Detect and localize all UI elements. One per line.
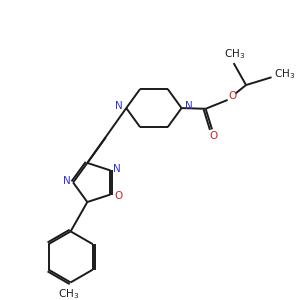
Text: N: N — [113, 164, 121, 174]
Text: O: O — [114, 191, 122, 201]
Text: CH$_3$: CH$_3$ — [58, 287, 80, 300]
Text: N: N — [115, 101, 122, 111]
Text: N: N — [185, 101, 193, 111]
Text: O: O — [209, 131, 217, 141]
Text: CH$_3$: CH$_3$ — [274, 68, 296, 81]
Text: N: N — [62, 176, 70, 186]
Text: O: O — [228, 92, 237, 101]
Text: CH$_3$: CH$_3$ — [224, 47, 246, 61]
